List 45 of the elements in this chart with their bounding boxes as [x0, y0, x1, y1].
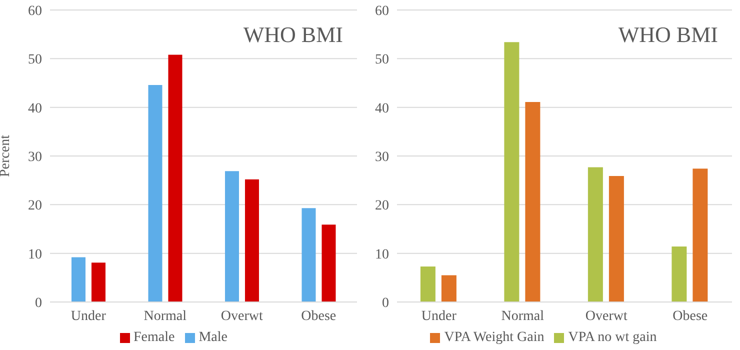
y-tick-label: 0: [382, 296, 389, 311]
y-tick-label: 20: [28, 198, 42, 214]
legend-label: VPA Weight Gain: [444, 330, 544, 345]
bar: [302, 208, 316, 302]
bar: [608, 176, 624, 302]
bar: [224, 171, 239, 302]
bar: [588, 167, 603, 302]
x-tick-label: Overwt: [585, 308, 628, 324]
y-axis-title: Percent: [0, 134, 13, 177]
x-tick-label: Normal: [144, 308, 187, 324]
text: WHO BMI: [618, 22, 718, 48]
y-tick-label: 50: [28, 52, 42, 68]
bar: [441, 275, 456, 302]
y-tick-label: 10: [375, 247, 389, 262]
bar: [525, 102, 540, 302]
bar: [420, 266, 436, 302]
y-tick-label: 60: [28, 4, 42, 19]
y-tick-label: 20: [375, 198, 389, 214]
x-tick-label: Normal: [501, 308, 544, 324]
x-tick-label: Overwt: [220, 308, 263, 324]
x-tick-label: Obese: [672, 308, 708, 324]
y-tick-label: 40: [28, 101, 42, 116]
x-tick-label: Under: [421, 308, 457, 324]
bar: [168, 54, 182, 302]
y-tick-label: 30: [375, 150, 389, 165]
legend-label: Female: [134, 330, 175, 345]
y-tick-label: 30: [28, 150, 42, 165]
y-tick-label: 10: [28, 247, 42, 262]
bar: [244, 179, 259, 302]
bar: [672, 246, 687, 302]
bar: [148, 84, 162, 302]
bar: [504, 42, 520, 302]
legend-label: VPA no wt gain: [568, 330, 657, 345]
y-tick-label: 40: [375, 101, 389, 116]
y-tick-label: 0: [35, 296, 42, 311]
text: WHO BMI: [243, 22, 343, 48]
bar: [322, 224, 336, 302]
y-tick-label: 50: [375, 52, 389, 68]
legend-label: Male: [198, 330, 228, 345]
x-tick-label: Under: [70, 308, 106, 324]
bar: [692, 168, 708, 302]
bar: [71, 257, 86, 302]
x-tick-label: Obese: [301, 308, 336, 324]
y-tick-label: 60: [375, 4, 389, 19]
bar: [91, 262, 106, 302]
